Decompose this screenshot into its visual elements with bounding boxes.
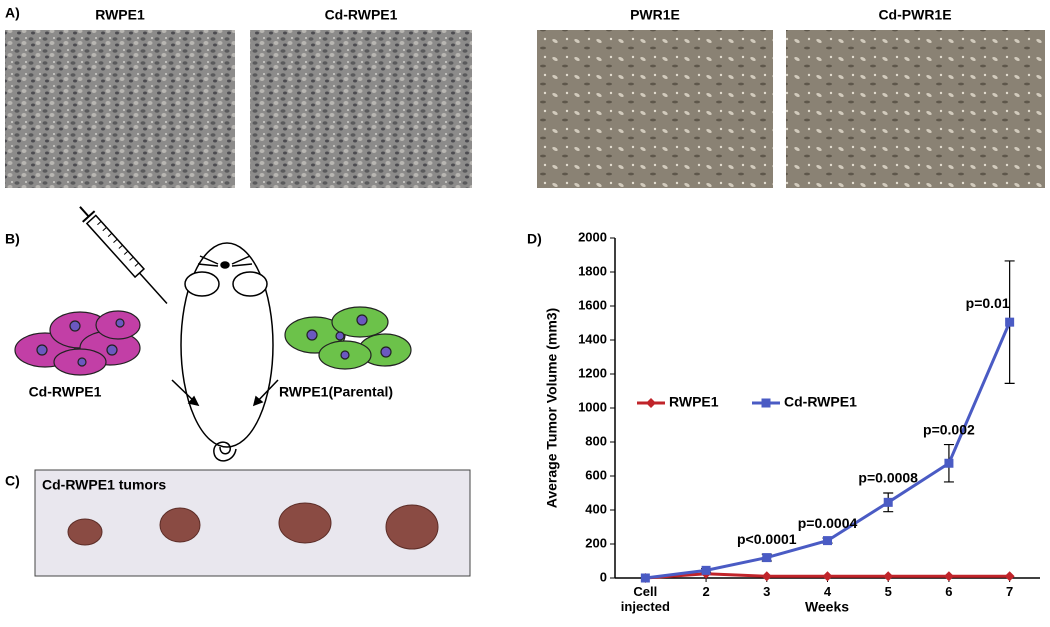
y-tick-label: 600 <box>585 467 607 482</box>
marker <box>944 458 954 468</box>
image-title: Cd-RWPE1 <box>325 7 398 23</box>
y-tick-label: 200 <box>585 535 607 550</box>
micrograph <box>537 30 773 188</box>
p-value: p=0.0004 <box>798 515 858 531</box>
p-value: p=0.01 <box>966 295 1010 311</box>
x-tick-label: 7 <box>1006 584 1014 599</box>
marker <box>943 571 954 582</box>
marker <box>646 398 656 408</box>
y-tick-label: 1800 <box>578 263 607 278</box>
y-tick-label: 0 <box>600 569 607 584</box>
x-tick-label: 2 <box>702 584 710 599</box>
mouse <box>171 242 279 462</box>
micrograph <box>250 30 472 188</box>
x-tick-label: 5 <box>884 584 892 599</box>
cell-label: Cd-RWPE1 <box>29 384 102 400</box>
cell-label: RWPE1(Parental) <box>279 384 393 400</box>
y-tick-label: 1200 <box>578 365 607 380</box>
x-tick-label: 4 <box>823 584 832 599</box>
marker <box>762 553 772 563</box>
legend-label: RWPE1 <box>669 394 719 410</box>
y-tick-label: 1400 <box>578 331 607 346</box>
micrograph <box>786 30 1045 188</box>
tumors <box>67 502 439 550</box>
image-title: PWR1E <box>630 7 680 23</box>
y-tick-label: 2000 <box>578 229 607 244</box>
x-axis-label: Weeks <box>805 599 849 615</box>
x-tick-label: Cell injected <box>620 584 670 614</box>
y-tick-label: 1600 <box>578 297 607 312</box>
micrograph <box>5 30 235 188</box>
y-tick-label: 400 <box>585 501 607 516</box>
legend-label: Cd-RWPE1 <box>784 394 857 410</box>
marker <box>1005 317 1015 327</box>
cd-cells <box>14 310 141 376</box>
panel-label: D) <box>527 231 542 247</box>
panel-label: B) <box>5 231 20 247</box>
marker <box>823 536 832 546</box>
panel-label: C) <box>5 473 20 489</box>
marker <box>761 571 772 582</box>
p-value: p=0.0008 <box>858 470 918 486</box>
y-tick-label: 800 <box>585 433 607 448</box>
panel-label: A) <box>5 5 20 21</box>
marker <box>640 573 650 583</box>
marker <box>701 565 711 575</box>
p-value: p=0.002 <box>923 421 975 437</box>
image-title: Cd-PWR1E <box>878 7 951 23</box>
marker <box>883 571 894 582</box>
photo-title: Cd-RWPE1 tumors <box>42 477 166 493</box>
marker <box>883 497 893 507</box>
marker <box>1004 571 1015 582</box>
y-tick-label: 1000 <box>578 399 607 414</box>
p-value: p<0.0001 <box>737 531 797 547</box>
marker <box>822 571 833 582</box>
x-tick-label: 3 <box>763 584 771 599</box>
parental-cells <box>284 306 412 370</box>
y-axis-label: Average Tumor Volume (mm3) <box>544 308 560 508</box>
marker <box>761 398 771 408</box>
x-tick-label: 6 <box>945 584 953 599</box>
syringe <box>79 206 168 304</box>
image-title: RWPE1 <box>95 7 145 23</box>
